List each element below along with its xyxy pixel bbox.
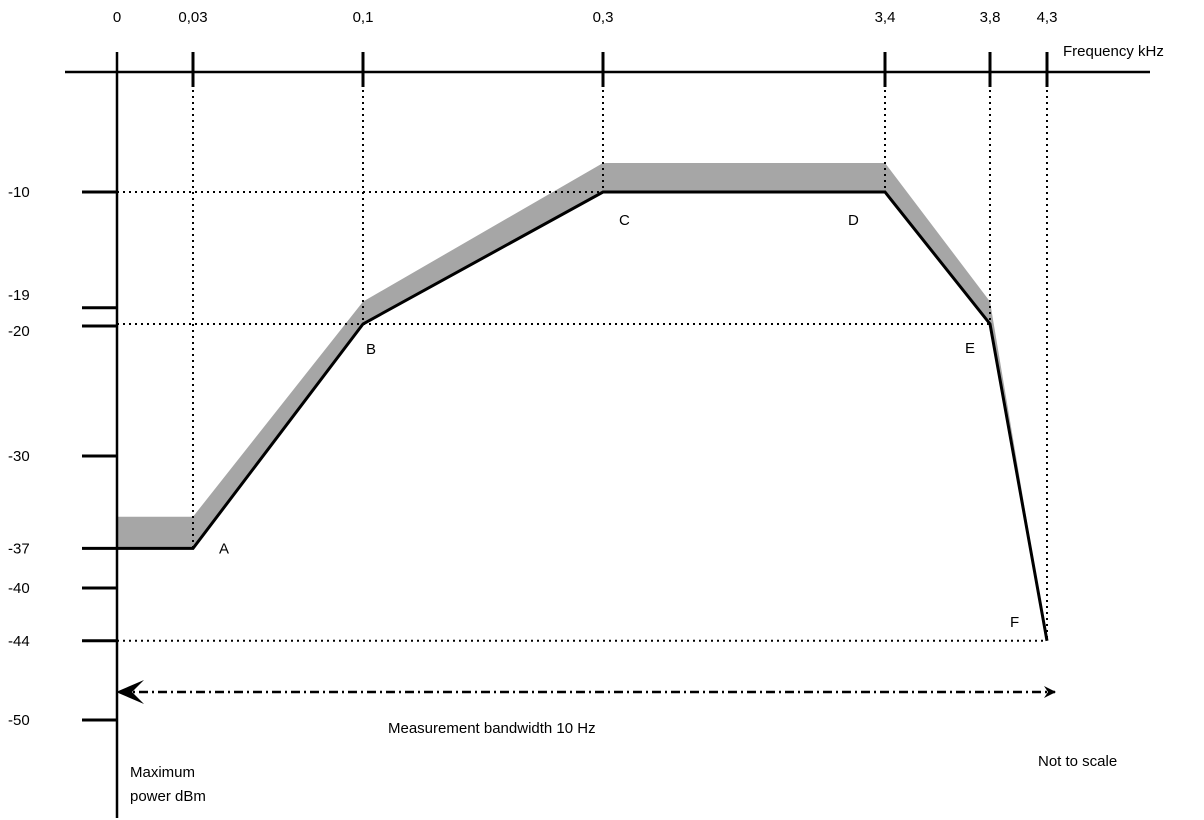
x-tick-label: 4,3 xyxy=(1037,9,1058,26)
bandwidth-label: Measurement bandwidth 10 Hz xyxy=(388,720,596,737)
x-tick-label: 0,03 xyxy=(178,9,207,26)
x-axis-ticks: 0 0,03 0,1 0,3 3,4 3,8 4,3 xyxy=(113,9,1058,87)
y-tick-label: -40 xyxy=(8,580,30,597)
y-tick-label: -37 xyxy=(8,540,30,557)
y-tick-label: -20 xyxy=(8,323,30,340)
x-axis-title: Frequency kHz xyxy=(1063,43,1164,60)
point-label: F xyxy=(1010,614,1019,631)
y-tick-label: -10 xyxy=(8,184,30,201)
point-label: D xyxy=(848,212,859,229)
point-label: E xyxy=(965,340,975,357)
y-axis-title-line2: power dBm xyxy=(130,788,206,805)
y-tick-label: -44 xyxy=(8,633,30,650)
x-tick-label: 0,1 xyxy=(353,9,374,26)
tolerance-band xyxy=(117,163,1047,641)
mask-line xyxy=(117,190,1049,642)
point-label: A xyxy=(219,540,229,557)
y-axis-ticks: -10 -19 -20 -30 -37 -40 -44 -50 xyxy=(8,184,117,729)
x-tick-label: 3,4 xyxy=(875,9,896,26)
y-tick-label: -50 xyxy=(8,712,30,729)
y-tick-label: -19 xyxy=(8,287,30,304)
y-tick-label: -30 xyxy=(8,448,30,465)
point-label: C xyxy=(619,212,630,229)
guide-lines xyxy=(117,72,1048,642)
y-axis-title-line1: Maximum xyxy=(130,764,195,781)
point-labels: A B C D E F xyxy=(219,212,1019,631)
x-tick-label: 3,8 xyxy=(980,9,1001,26)
x-tick-label: 0,3 xyxy=(593,9,614,26)
bandwidth-arrow-left-head xyxy=(116,680,144,704)
point-label: B xyxy=(366,341,376,358)
scale-note: Not to scale xyxy=(1038,753,1117,770)
x-tick-label: 0 xyxy=(113,9,121,26)
